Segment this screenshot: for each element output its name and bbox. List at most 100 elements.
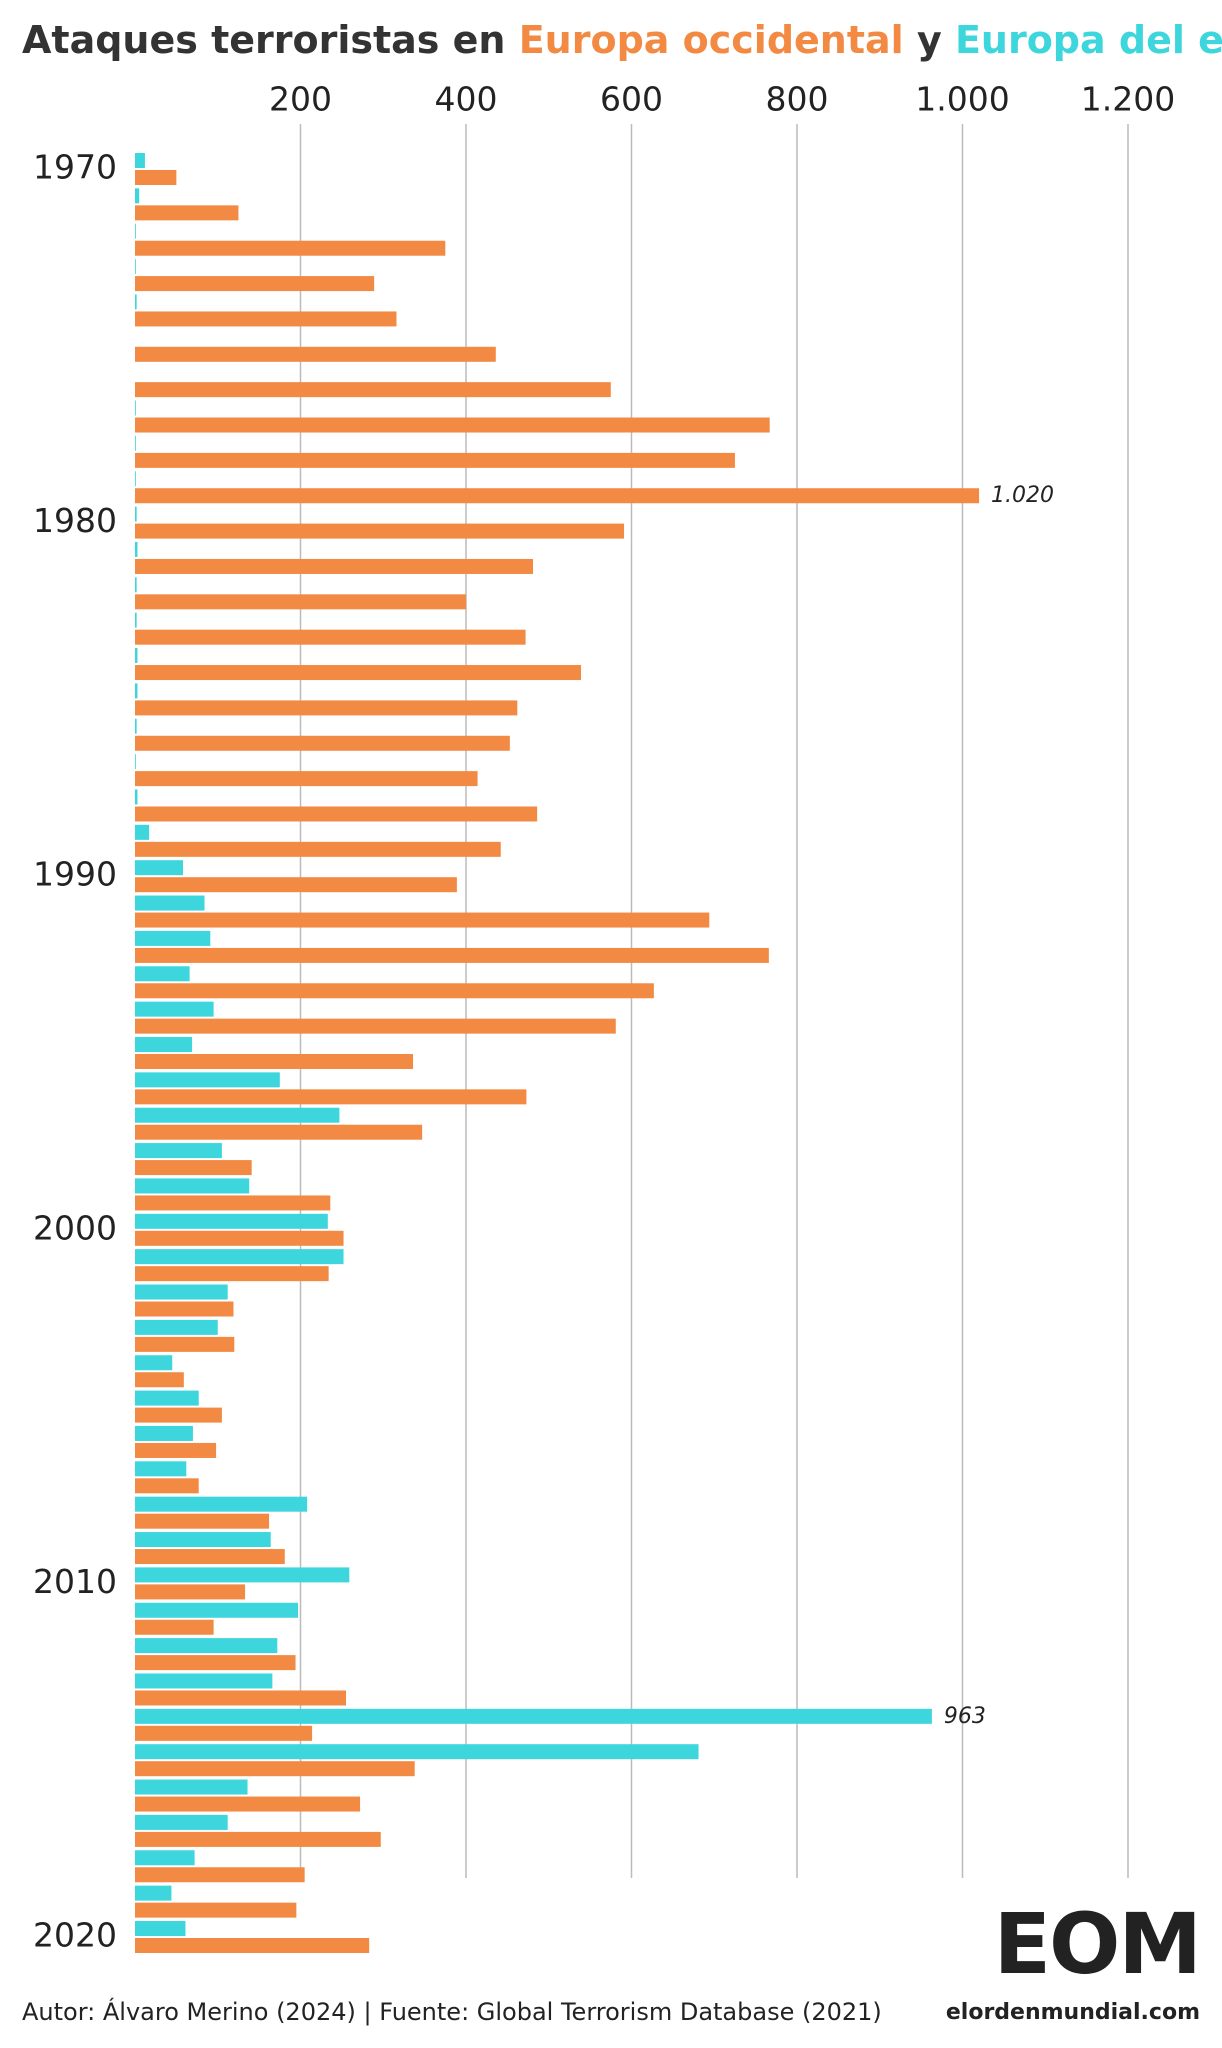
x-tick-label: 400 <box>435 80 498 119</box>
bar <box>135 1690 347 1706</box>
bar <box>135 877 457 893</box>
bar <box>135 1018 616 1034</box>
y-tick-label: 2010 <box>33 1562 117 1601</box>
bar <box>135 1761 415 1777</box>
bar <box>135 1549 285 1565</box>
bar <box>135 1390 199 1406</box>
bar <box>135 223 136 239</box>
bar <box>135 683 138 699</box>
bar <box>135 930 211 946</box>
bar <box>135 1178 250 1194</box>
bar <box>135 452 735 468</box>
bar <box>135 718 137 734</box>
bar <box>135 170 177 185</box>
bar <box>135 1796 361 1812</box>
bar <box>135 1249 344 1265</box>
bar <box>135 1496 308 1512</box>
bar <box>135 346 496 362</box>
data-label: 963 <box>944 1704 986 1729</box>
bar <box>135 400 136 416</box>
y-tick-label: 1980 <box>33 501 117 540</box>
bar <box>135 612 137 628</box>
bar <box>135 1708 932 1724</box>
x-tick-label: 200 <box>269 80 332 119</box>
bar <box>135 276 375 292</box>
bar <box>135 1921 186 1936</box>
bar <box>135 1744 699 1760</box>
source: Autor: Álvaro Merino (2024) | Fuente: Gl… <box>22 1997 882 2026</box>
bar <box>135 1089 527 1105</box>
bar <box>135 1425 193 1441</box>
chart-title: Ataques terroristas en Europa occidental… <box>22 18 1222 62</box>
bar <box>135 966 190 982</box>
bar <box>135 1902 297 1918</box>
bar <box>135 860 183 876</box>
bar <box>135 1372 184 1388</box>
logo: EOM <box>994 1895 1200 1993</box>
y-tick-label: 2020 <box>33 1916 117 1955</box>
bar <box>135 735 510 751</box>
bar <box>135 594 466 610</box>
bar <box>135 1054 414 1069</box>
bar <box>135 1072 280 1088</box>
bar <box>135 1266 329 1282</box>
bar <box>135 1037 193 1052</box>
bar <box>135 1850 195 1866</box>
bar <box>135 1567 350 1583</box>
bar <box>135 1355 173 1371</box>
title-text: Ataques terroristas en <box>22 18 505 62</box>
x-tick-label: 1.000 <box>915 80 1009 119</box>
bar <box>135 1831 381 1847</box>
bar <box>135 1673 273 1689</box>
bar <box>135 1319 218 1335</box>
y-tick-label: 1990 <box>33 855 117 894</box>
bar <box>135 754 136 770</box>
bar <box>135 983 654 999</box>
bar <box>135 1160 252 1176</box>
bar <box>135 700 518 716</box>
legend-entry: Europa occidental <box>519 18 904 62</box>
bar <box>135 1461 187 1477</box>
bar <box>135 577 137 593</box>
title-connector: y <box>917 18 942 62</box>
bar <box>135 240 446 256</box>
bar <box>135 1195 331 1211</box>
bar <box>135 1638 278 1654</box>
bar <box>135 665 582 681</box>
bar <box>135 1301 234 1317</box>
bar <box>135 629 526 645</box>
bar <box>135 1442 217 1458</box>
bar <box>135 1655 296 1671</box>
data-label: 1.020 <box>991 483 1054 508</box>
bar <box>135 771 478 787</box>
bar <box>135 205 239 221</box>
bar <box>135 1867 305 1883</box>
bar <box>135 1407 222 1423</box>
bar <box>135 1213 328 1229</box>
bar <box>135 1584 246 1600</box>
bar <box>135 417 770 433</box>
bar <box>135 824 150 840</box>
bar <box>135 506 137 522</box>
bar <box>135 1532 271 1548</box>
bar <box>135 895 205 911</box>
bar <box>135 541 138 557</box>
bar <box>135 841 501 857</box>
x-tick-label: 800 <box>766 80 829 119</box>
bar <box>135 1602 299 1618</box>
bar <box>135 1230 344 1246</box>
bar <box>135 912 710 928</box>
bar <box>135 1725 313 1741</box>
bar <box>135 1107 340 1123</box>
x-tick-label: 1.200 <box>1081 80 1175 119</box>
bar <box>135 1779 248 1795</box>
bar <box>135 1336 235 1352</box>
bar <box>135 488 980 504</box>
y-tick-label: 1970 <box>33 148 117 187</box>
bar <box>135 1513 270 1529</box>
logo-site: elordenmundial.com <box>946 2000 1200 2025</box>
bar <box>135 311 397 327</box>
